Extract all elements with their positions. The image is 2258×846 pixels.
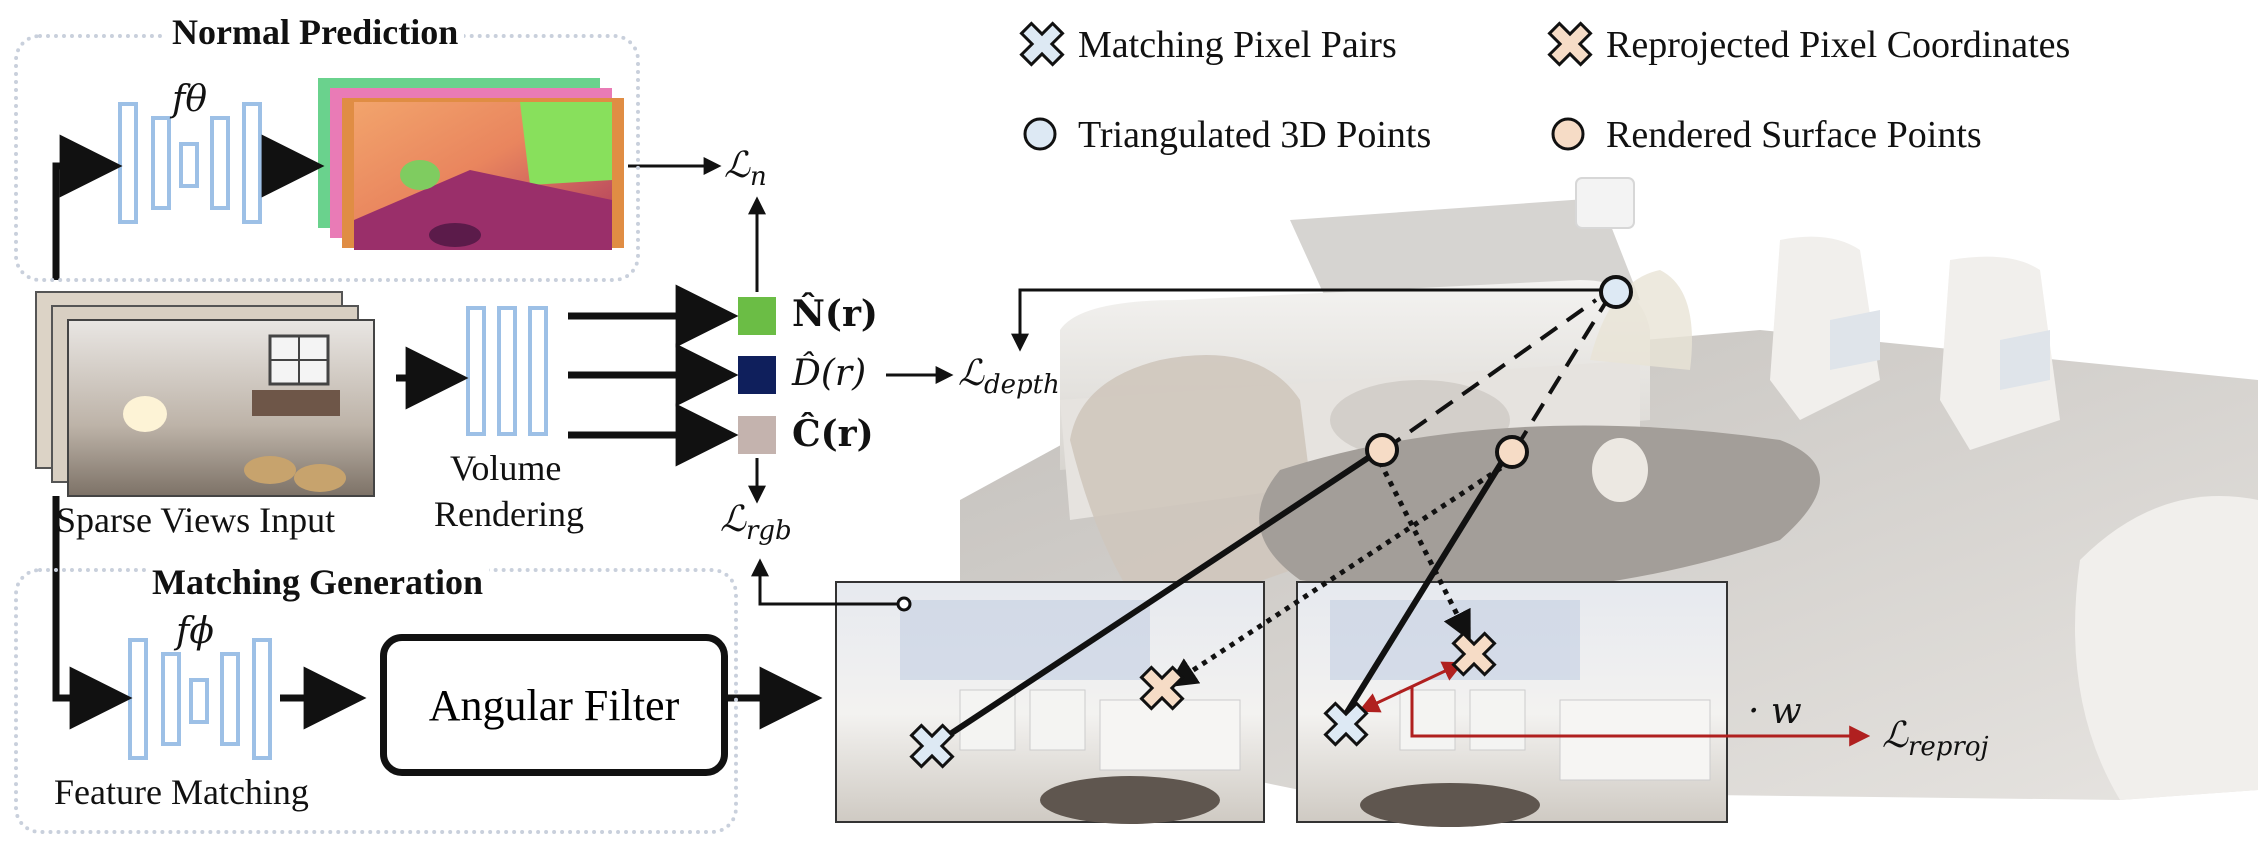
legend-rendered-surface-points: Rendered Surface Points: [1606, 114, 1982, 156]
reproj-weight: · w: [1748, 691, 1802, 732]
normal-render-swatch: [738, 297, 776, 335]
reprojection-error: [1358, 661, 1871, 747]
legend-reprojected-pixel-coordinates: Reprojected Pixel Coordinates: [1606, 24, 2071, 66]
volume-rendering-caption-1: Volume: [450, 448, 562, 488]
sparse-views-stack: [35, 291, 375, 497]
depth-render-swatch: [738, 356, 776, 394]
reconstructed-scene: [960, 177, 2258, 800]
normal-render-label: N̂(r): [792, 293, 878, 335]
reproj-loss: ℒreproj: [1882, 715, 1989, 763]
sparse-views-caption: Sparse Views Input: [56, 500, 336, 540]
normal-maps-stack: [318, 78, 624, 250]
normal-network-label: fθ: [172, 79, 207, 120]
feature-network-label: fϕ: [176, 611, 214, 652]
color-render-swatch: [738, 416, 776, 454]
legend-markers: [1019, 21, 1593, 151]
depth-render-label: D̂(r): [792, 353, 867, 394]
legend-triangulated-3d-points: Triangulated 3D Points: [1078, 114, 1432, 156]
normal-loss: ℒn: [724, 145, 767, 193]
matched-view-2: [1296, 581, 1728, 827]
feature-matching-caption: Feature Matching: [54, 772, 309, 812]
volume-rendering-network: [466, 306, 548, 436]
normal-prediction-box: [14, 34, 640, 282]
normal-network: [118, 102, 262, 224]
normal-prediction-title: Normal Prediction: [166, 14, 465, 50]
rgb-loss: ℒrgb: [720, 499, 792, 547]
rgb-source-dot: [896, 596, 912, 612]
view-cross-markers: [909, 631, 1497, 769]
matched-view-1: [835, 581, 1265, 824]
scene-markers: [1365, 275, 1633, 469]
color-render-label: Ĉ(r): [792, 413, 874, 455]
angular-filter-label: Angular Filter: [428, 680, 680, 730]
flow-arrows: [52, 134, 1600, 730]
depth-loss: ℒdepth: [958, 353, 1060, 401]
feature-matching-network: [128, 638, 272, 760]
angular-filter-box: Angular Filter: [380, 634, 728, 776]
volume-rendering-caption-2: Rendering: [434, 494, 584, 534]
matching-generation-title: Matching Generation: [146, 564, 489, 600]
legend-matching-pixel-pairs: Matching Pixel Pairs: [1078, 24, 1397, 66]
